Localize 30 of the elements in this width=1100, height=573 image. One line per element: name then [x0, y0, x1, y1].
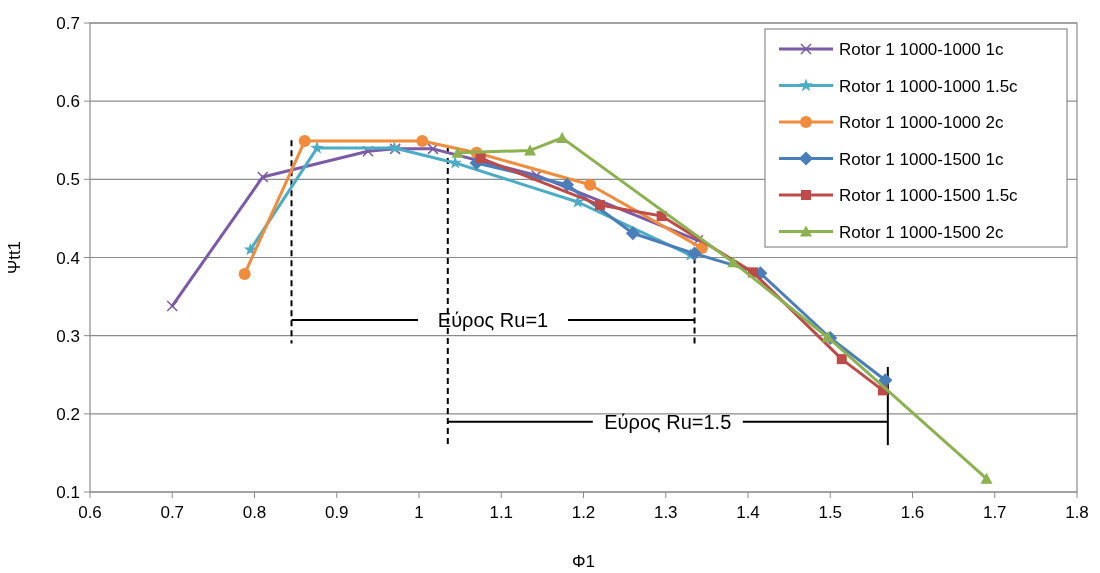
- x-tick-label: 1.7: [982, 503, 1007, 522]
- legend-label: Rotor 1 1000-1500 1.5c: [839, 186, 1019, 205]
- x-tick-label: 0.7: [160, 503, 185, 522]
- y-tick-label: 0.1: [56, 483, 80, 502]
- y-tick-label: 0.4: [56, 248, 80, 268]
- y-tick-label: 0.7: [56, 14, 80, 33]
- legend-label: Rotor 1 1000-1000 1.5c: [839, 76, 1019, 96]
- y-axis-title: Ψtt1: [5, 240, 24, 275]
- legend-label: Rotor 1 1000-1000 1c: [839, 40, 1004, 59]
- legend-label: Rotor 1 1000-1500 2c: [839, 222, 1004, 242]
- x-tick-label: 1.5: [818, 503, 843, 522]
- legend-label: Rotor 1 1000-1000 2c: [839, 113, 1004, 132]
- legend-label: Rotor 1 1000-1500 1c: [839, 149, 1004, 169]
- x-tick-label: 1: [414, 503, 424, 522]
- y-tick-label: 0.3: [56, 326, 80, 346]
- annotation: Εύρος Ru=1: [437, 309, 549, 332]
- x-tick-label: 0.9: [324, 503, 349, 522]
- x-tick-label: 1.4: [736, 503, 760, 522]
- x-axis-title: Φ1: [571, 552, 596, 571]
- y-tick-label: 0.2: [56, 404, 80, 424]
- x-tick-label: 1.1: [489, 503, 514, 522]
- x-tick-label: 1.3: [653, 503, 678, 522]
- x-tick-label: 1.6: [900, 503, 925, 522]
- x-tick-label: 1.8: [1065, 503, 1089, 522]
- x-tick-label: 0.8: [242, 503, 267, 522]
- x-tick-label: 1.2: [571, 503, 596, 522]
- y-tick-label: 0.6: [56, 92, 80, 112]
- x-tick-label: 0.6: [78, 503, 102, 522]
- y-tick-label: 0.5: [56, 170, 80, 190]
- annotation: Εύρος Ru=1.5: [604, 410, 732, 433]
